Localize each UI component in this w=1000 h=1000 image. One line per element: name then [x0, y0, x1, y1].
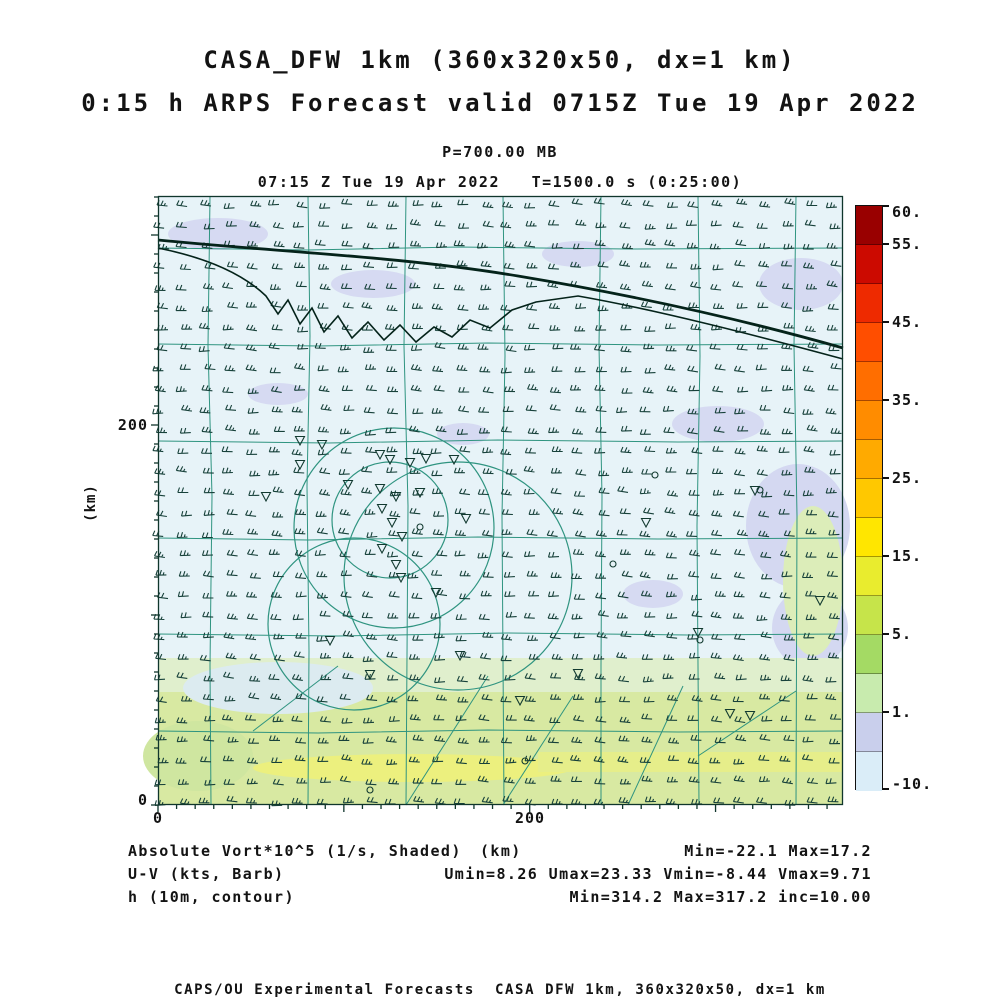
colorbar-cell — [856, 206, 882, 245]
colorbar-tick — [883, 633, 889, 635]
colorbar-tick-label: 25. — [892, 469, 923, 487]
height-contour-thick — [157, 238, 844, 350]
colorbar-cell — [856, 401, 882, 440]
height-contour-layer — [157, 238, 844, 360]
colorbar-cell — [856, 245, 882, 284]
colorbar-cell — [856, 596, 882, 635]
x-axis-unit-label: (km) — [480, 842, 522, 860]
colorbar-tick-label: 55. — [892, 235, 923, 253]
legend-row-contour: h (10m, contour) Min=314.2 Max=317.2 inc… — [128, 888, 872, 911]
colorbar-tick — [883, 711, 889, 713]
legend-row-wind: U-V (kts, Barb) Umin=8.26 Umax=23.33 Vmi… — [128, 865, 872, 888]
x-axis-tick-label-0: 0 — [152, 809, 164, 827]
colorbar-tick — [883, 243, 889, 245]
colorbar-cell — [856, 713, 882, 752]
legend-row-shaded: Absolute Vort*10^5 (1/s, Shaded) (km) Mi… — [128, 842, 872, 865]
title-line-2: 0:15 h ARPS Forecast valid 0715Z Tue 19 … — [81, 89, 919, 117]
colorbar-cell — [856, 440, 882, 479]
colorbar-ticks — [883, 205, 891, 790]
colorbar-cell — [856, 635, 882, 674]
colorbar-tick-label: 35. — [892, 391, 923, 409]
colorbar-tick-label: -10. — [892, 775, 933, 793]
title-line-1: CASA_DFW 1km (360x320x50, dx=1 km) — [203, 46, 797, 74]
colorbar-cell — [856, 674, 882, 713]
legend-wind-minmax: Umin=8.26 Umax=23.33 Vmin=-8.44 Vmax=9.7… — [444, 865, 872, 883]
y-axis-unit-label: (km) — [83, 484, 99, 522]
colorbar-tick — [883, 321, 889, 323]
valid-time-label: 07:15 Z Tue 19 Apr 2022 T=1500.0 s (0:25… — [257, 173, 743, 191]
colorbar-tick-label: 15. — [892, 547, 923, 565]
footer-credit: CAPS/OU Experimental Forecasts CASA DFW … — [174, 982, 826, 998]
colorbar-tick — [883, 788, 889, 790]
colorbar-tick-label: 5. — [892, 625, 913, 643]
colorbar-cell — [856, 323, 882, 362]
y-axis-tick-label-0: 0 — [137, 791, 148, 809]
legend-block: Absolute Vort*10^5 (1/s, Shaded) (km) Mi… — [128, 842, 872, 911]
legend-contour-minmax: Min=314.2 Max=317.2 inc=10.00 — [569, 888, 872, 906]
colorbar-cell — [856, 284, 882, 323]
colorbar-cell — [856, 518, 882, 557]
colorbar-tick — [883, 477, 889, 479]
colorbar-scale: 60. 55. 45. 35. 25. 15. 5. 1. -10. — [892, 203, 956, 793]
colorbar-tick — [883, 205, 889, 207]
colorbar-cell — [856, 752, 882, 791]
y-axis-tick-label-200: 200 — [117, 416, 148, 434]
pressure-level-label: P=700.00 MB — [442, 143, 558, 161]
legend-contour-field-label: h (10m, contour) — [128, 888, 295, 906]
colorbar-tick-label: 60. — [892, 203, 923, 221]
wind-barbs-layer — [152, 197, 842, 807]
legend-shaded-field-label: Absolute Vort*10^5 (1/s, Shaded) — [128, 842, 462, 860]
legend-shaded-minmax: Min=-22.1 Max=17.2 — [684, 842, 872, 860]
colorbar-tick — [883, 555, 889, 557]
county-boundaries-layer — [157, 195, 844, 806]
colorbar-tick-label: 1. — [892, 703, 913, 721]
x-axis-tick-label-200: 200 — [514, 809, 546, 827]
height-contour-wavy — [157, 247, 844, 360]
plot-frame — [151, 195, 844, 812]
colorbar-tick-label: 45. — [892, 313, 923, 331]
forecast-map — [143, 195, 850, 812]
storm-markers-layer — [260, 435, 826, 794]
colorbar-cell — [856, 362, 882, 401]
colorbar — [855, 205, 883, 791]
colorbar-cell — [856, 557, 882, 596]
legend-wind-field-label: U-V (kts, Barb) — [128, 865, 285, 883]
colorbar-tick — [883, 399, 889, 401]
colorbar-cell — [856, 479, 882, 518]
